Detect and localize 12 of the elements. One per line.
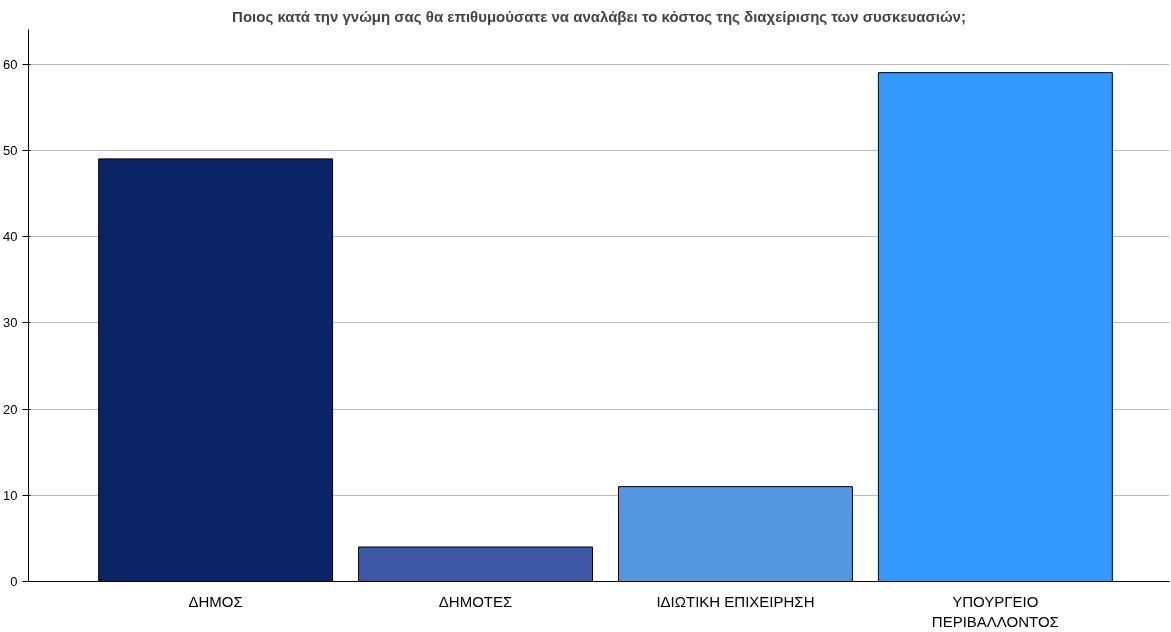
y-tick-label: 40 — [3, 229, 18, 244]
y-tick-label: 20 — [3, 401, 18, 417]
y-tick-label: 10 — [3, 487, 18, 503]
y-tick-label: 30 — [3, 315, 18, 331]
y-tick-label: 0 — [10, 574, 18, 589]
y-tick-label: 60 — [3, 56, 18, 72]
x-tick-label: ΥΠΟΥΡΓΕΙΟ ΠΕΡΙΒΑΛΛΟΝΤΟΣ — [931, 592, 1059, 630]
x-tick-label: ΔΗΜΟΣ — [188, 592, 243, 610]
y-tick-label: 50 — [3, 142, 18, 158]
x-tick-label: ΔΗΜΟΤΕΣ — [438, 592, 513, 610]
x-tick-label: ΙΔΙΩΤΙΚΗ ΕΠΙΧΕΙΡΗΣΗ — [656, 592, 815, 610]
chart-title: Ποιος κατά την γνώμη σας θα επιθυμούσατε να αναλάβει το κόστος της διαχείρισης των συσκευασιών; — [232, 7, 966, 25]
